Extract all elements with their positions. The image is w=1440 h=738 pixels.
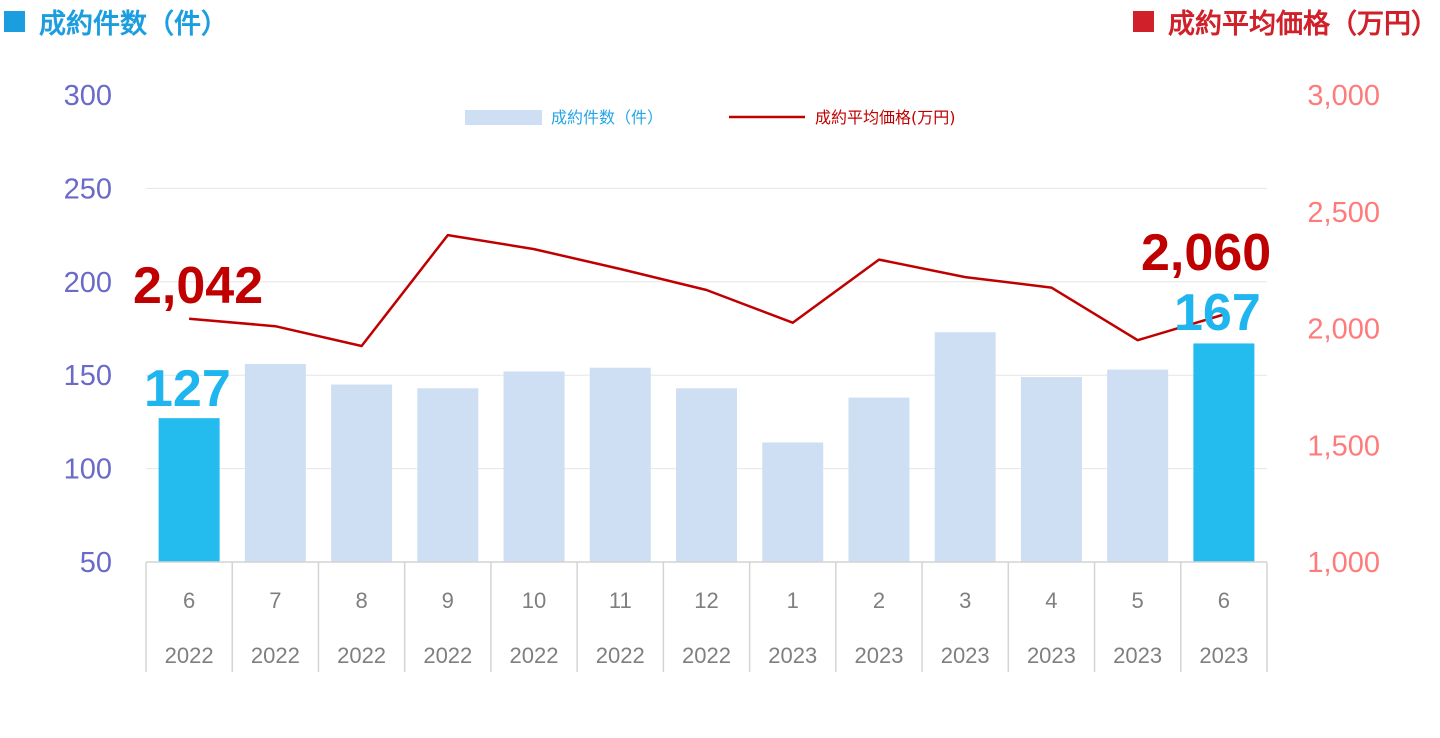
year-tick-label: 2023: [1027, 643, 1076, 668]
bar-series: [158, 332, 1255, 562]
legend-bar-label: 成約件数（件）: [551, 108, 663, 127]
year-tick-label: 2023: [1199, 643, 1248, 668]
bar: [1107, 369, 1169, 562]
right-tick-label: 2,000: [1307, 314, 1380, 346]
bar: [934, 332, 996, 562]
month-tick-label: 10: [522, 588, 546, 613]
left-tick-label: 50: [80, 547, 112, 579]
month-tick-label: 6: [183, 588, 195, 613]
month-tick-label: 3: [959, 588, 971, 613]
bar: [1193, 343, 1255, 562]
year-tick-label: 2023: [1113, 643, 1162, 668]
bar: [417, 388, 479, 562]
bar: [503, 371, 565, 562]
month-tick-label: 4: [1045, 588, 1057, 613]
month-tick-label: 11: [609, 588, 632, 613]
line-series: [188, 233, 1225, 348]
year-tick-label: 2022: [510, 643, 559, 668]
year-tick-label: 2022: [337, 643, 386, 668]
month-tick-label: 8: [355, 588, 367, 613]
year-tick-label: 2022: [596, 643, 645, 668]
bar: [848, 397, 910, 562]
left-tick-label: 150: [64, 360, 112, 392]
bar: [762, 442, 824, 562]
left-axis-title: 成約件数（件）: [4, 2, 228, 41]
right-axis-title-text: 成約平均価格（万円）: [1168, 9, 1438, 40]
line-last-value-label: 2,060: [1141, 224, 1271, 282]
bar: [676, 388, 737, 562]
right-tick-label: 2,500: [1307, 197, 1380, 229]
month-tick-label: 2: [873, 588, 885, 613]
year-tick-label: 2022: [251, 643, 300, 668]
left-axis-ticks: 50 100 150 200 250 300: [64, 80, 112, 579]
year-tick-label: 2022: [423, 643, 472, 668]
left-axis-title-text: 成約件数（件）: [39, 9, 228, 40]
month-tick-label: 1: [787, 588, 799, 613]
year-tick-label: 2023: [941, 643, 990, 668]
year-tick-label: 2022: [165, 643, 214, 668]
month-tick-label: 6: [1218, 588, 1230, 613]
month-tick-label: 12: [694, 588, 718, 613]
bar: [331, 384, 393, 562]
legend-line-label: 成約平均価格(万円): [815, 108, 956, 127]
left-tick-label: 100: [64, 454, 112, 486]
red-square-icon: [1133, 11, 1154, 32]
bar: [1020, 377, 1082, 562]
year-tick-label: 2023: [854, 643, 903, 668]
legend-bar-swatch: [465, 110, 542, 125]
left-tick-label: 200: [64, 267, 112, 299]
bar: [158, 418, 220, 562]
line-first-value-label: 2,042: [133, 257, 263, 315]
price-line: [188, 233, 1225, 348]
bar-first-value-label: 127: [144, 360, 231, 418]
bar: [589, 367, 651, 562]
left-tick-label: 300: [64, 80, 112, 112]
right-axis-ticks: 1,000 1,500 2,000 2,500 3,000: [1307, 80, 1380, 579]
month-tick-label: 9: [442, 588, 454, 613]
month-tick-label: 7: [269, 588, 281, 613]
bar-last-value-label: 167: [1174, 284, 1261, 342]
month-tick-label: 5: [1132, 588, 1144, 613]
right-tick-label: 3,000: [1307, 80, 1380, 112]
legend: 成約件数（件） 成約平均価格(万円): [465, 108, 956, 127]
blue-square-icon: [4, 11, 25, 32]
left-tick-label: 250: [64, 173, 112, 205]
bar: [244, 363, 306, 562]
right-axis-title: 成約平均価格（万円）: [1133, 2, 1438, 41]
year-tick-label: 2023: [768, 643, 817, 668]
right-tick-label: 1,000: [1307, 547, 1380, 579]
right-tick-label: 1,500: [1307, 430, 1380, 462]
year-tick-label: 2022: [682, 643, 731, 668]
category-axis: 6202272022820229202210202211202212202212…: [145, 561, 1268, 672]
